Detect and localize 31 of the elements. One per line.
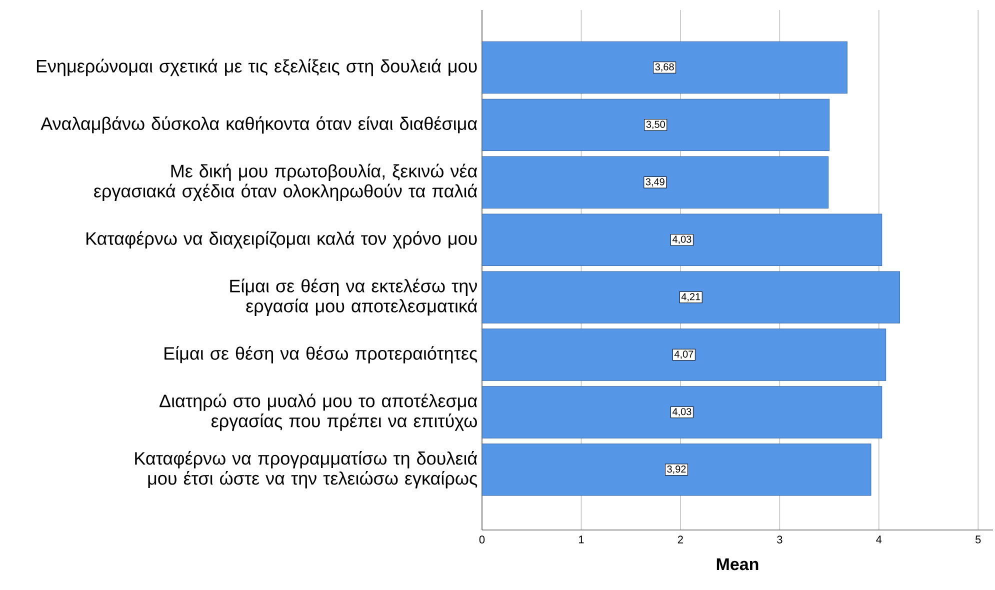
y-tick-label: Αναλαμβάνω δύσκολα καθήκοντα όταν είναι διαθέσιμα	[40, 116, 478, 134]
y-tick-label: Με δική μου πρωτοβουλία, ξεκινώ νέα εργασιακά σχέδια όταν ολοκληρωθούν τα παλιά	[94, 164, 478, 202]
x-tick-label: 5	[976, 536, 981, 544]
y-tick-label: Είμαι σε θέση να θέσω προτεραιότητες	[164, 346, 478, 364]
data-label: 3,68	[655, 63, 674, 72]
data-label: 3,50	[646, 120, 665, 130]
bar	[482, 214, 882, 266]
x-tick-label: 3	[777, 536, 782, 544]
y-tick-label: Ενημερώνομαι σχετικά με τις εξελίξεις στη δουλειά μου	[36, 58, 477, 76]
y-tick-label: Καταφέρνω να προγραμματίσω τη δουλειά μου έτσι ώστε να την τελειώσω εγκαίρως	[135, 451, 478, 488]
bar	[482, 444, 872, 496]
data-label: 4,07	[674, 350, 694, 359]
x-tick-label: 4	[876, 536, 882, 544]
bar	[482, 271, 900, 324]
bar	[482, 41, 848, 94]
y-tick-label: Καταφέρνω να διαχειρίζομαι καλά τον χρόνο μου	[86, 231, 477, 248]
x-tick-label: 1	[579, 536, 584, 544]
data-label: 4,03	[672, 408, 692, 416]
bar	[482, 98, 830, 152]
data-label: 3,49	[646, 178, 664, 187]
data-label: 4,21	[681, 293, 700, 302]
bar	[482, 386, 882, 438]
data-label: 3,92	[667, 466, 686, 474]
x-tick-label: 2	[678, 536, 683, 544]
y-tick-label: Διατηρώ στο μυαλό μου το αποτέλεσμα εργασίας που πρέπει να επιτύχω	[160, 394, 478, 431]
bar	[482, 328, 886, 381]
bar	[482, 156, 829, 208]
data-label: 4,03	[672, 236, 692, 244]
x-axis-title: Mean	[716, 558, 758, 570]
x-tick-label: 0	[479, 536, 485, 544]
y-tick-label: Είμαι σε θέση να εκτελέσω την εργασία μου αποτελεσματικά	[230, 278, 478, 316]
